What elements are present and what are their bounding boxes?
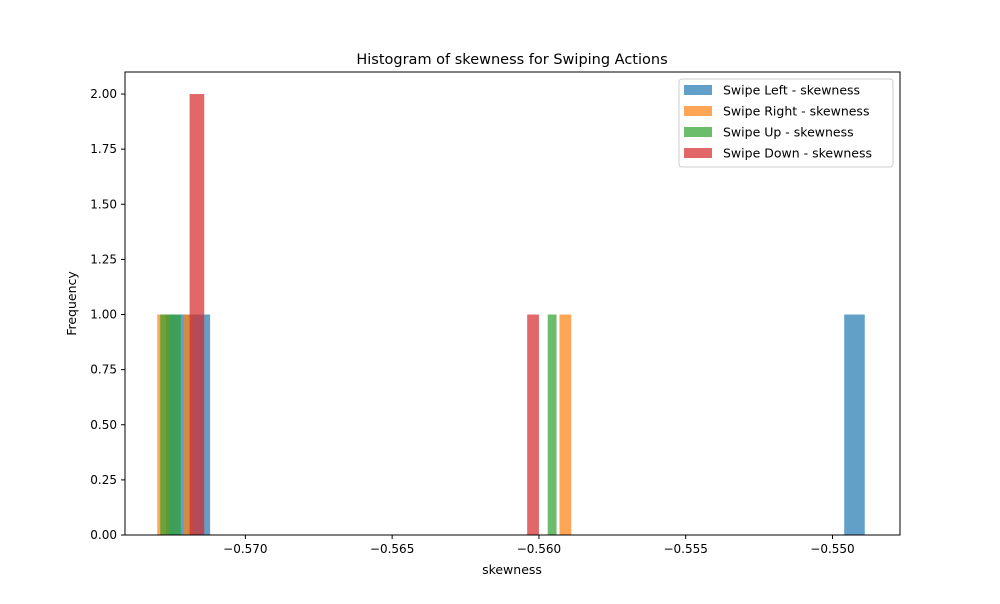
y-tick-label: 1.25 xyxy=(90,252,117,266)
x-axis-label: skewness xyxy=(482,562,542,577)
y-tick-label: 2.00 xyxy=(90,87,117,101)
histogram-bar xyxy=(559,314,572,535)
x-axis: −0.570 −0.565 −0.560 −0.555 −0.550 xyxy=(223,535,855,556)
y-tick-label: 0.50 xyxy=(90,418,117,432)
histogram-bar xyxy=(160,314,170,535)
x-tick-label: −0.555 xyxy=(663,542,707,556)
plot-frame xyxy=(124,71,901,536)
chart-title: Histogram of skewness for Swiping Action… xyxy=(356,52,667,68)
histogram-bar xyxy=(527,314,539,535)
legend-label: Swipe Up - skewness xyxy=(723,125,854,140)
histogram-bar xyxy=(547,314,557,535)
y-tick-label: 0.25 xyxy=(90,473,117,487)
legend-swatch xyxy=(684,148,712,158)
legend-swatch xyxy=(684,127,712,137)
y-tick-label: 1.75 xyxy=(90,142,117,156)
y-tick-label: 1.00 xyxy=(90,308,117,322)
x-tick-label: −0.565 xyxy=(370,542,414,556)
legend-swatch xyxy=(684,85,712,95)
legend: Swipe Left - skewness Swipe Right - skewn… xyxy=(678,78,894,168)
y-tick-label: 1.50 xyxy=(90,197,117,211)
legend-label: Swipe Left - skewness xyxy=(723,83,860,98)
x-tick-label: −0.550 xyxy=(810,542,854,556)
legend-swatch xyxy=(684,106,712,116)
y-axis: 0.00 0.25 0.50 0.75 1.00 1.25 1.50 1.75 2.00 xyxy=(90,87,125,542)
histogram-bar xyxy=(844,314,865,535)
legend-label: Swipe Down - skewness xyxy=(723,146,872,161)
legend-label: Swipe Right - skewness xyxy=(723,104,869,119)
y-tick-label: 0.75 xyxy=(90,363,117,377)
x-tick-label: −0.570 xyxy=(223,542,267,556)
histogram-bar xyxy=(169,314,181,535)
histogram-bar xyxy=(189,94,205,536)
histogram-bar xyxy=(183,314,193,535)
y-tick-label: 0.00 xyxy=(90,528,117,542)
legend-box xyxy=(678,78,894,168)
y-axis-label: Frequency xyxy=(64,271,79,336)
x-tick-label: −0.560 xyxy=(517,542,561,556)
bars-layer xyxy=(157,94,865,536)
